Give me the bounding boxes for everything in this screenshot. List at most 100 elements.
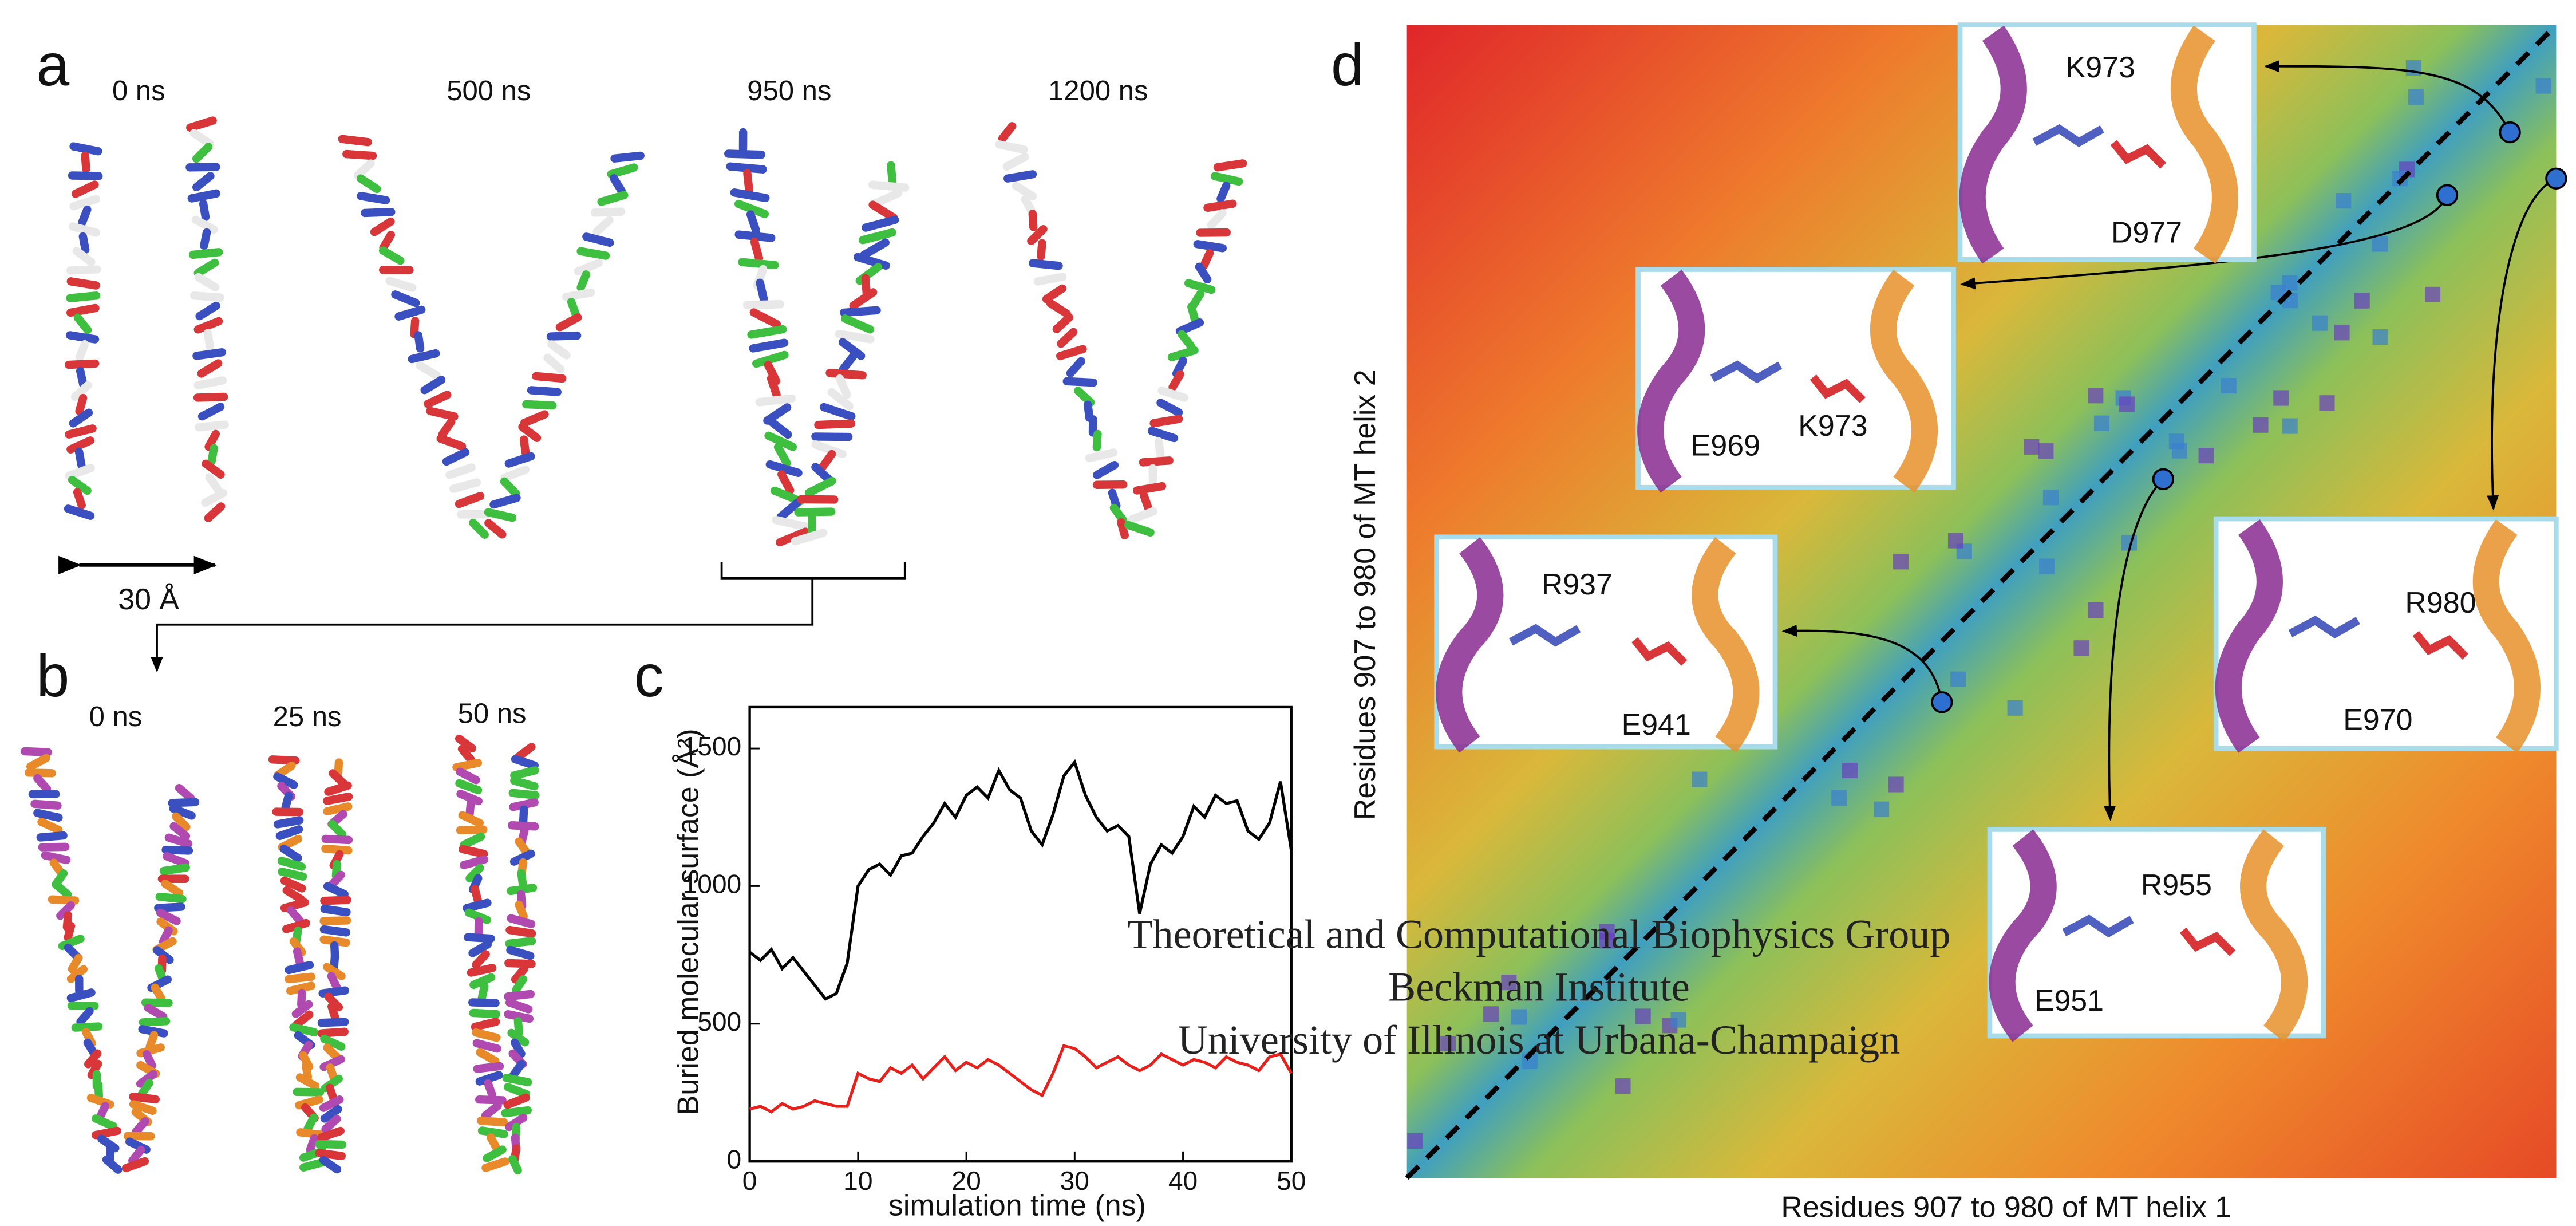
residue <box>78 232 90 254</box>
residue <box>356 174 381 194</box>
residue <box>515 901 528 921</box>
residue <box>853 253 890 270</box>
time-label: 500 ns <box>447 76 531 107</box>
residue <box>280 876 306 893</box>
residue <box>329 769 348 788</box>
residue <box>295 1073 320 1090</box>
residue <box>467 964 497 977</box>
residue <box>66 436 94 454</box>
residue <box>472 950 490 969</box>
residue <box>1178 330 1196 351</box>
x-tick-label: 0 <box>742 1166 757 1196</box>
residue <box>811 440 847 459</box>
residue <box>328 819 347 839</box>
residue <box>193 258 219 277</box>
contact-cell <box>2334 325 2350 341</box>
residue <box>518 423 542 442</box>
time-label: 25 ns <box>273 701 342 732</box>
residue <box>510 776 539 791</box>
residue <box>464 933 495 943</box>
residue <box>378 246 405 265</box>
residue <box>202 459 225 479</box>
residue <box>503 1093 530 1109</box>
residue <box>465 864 484 882</box>
residue <box>69 142 102 156</box>
residue <box>835 329 875 344</box>
residue <box>1062 377 1097 387</box>
plot-frame <box>748 705 1293 1163</box>
residue <box>1056 345 1087 360</box>
residue <box>436 434 467 451</box>
contact-cell <box>1501 975 1517 991</box>
residue <box>1012 182 1037 200</box>
residue <box>607 163 638 179</box>
residue <box>52 880 72 899</box>
residue <box>192 143 213 163</box>
contact-cell <box>2372 236 2388 252</box>
residue <box>92 1114 117 1130</box>
residue <box>334 758 343 778</box>
residue <box>1199 249 1214 270</box>
residue <box>293 1010 314 1029</box>
residue <box>71 180 99 198</box>
residue <box>65 464 95 480</box>
residue <box>1046 299 1071 318</box>
residue <box>426 407 459 421</box>
residue <box>408 349 440 364</box>
residue <box>68 475 92 495</box>
residue <box>71 1022 103 1032</box>
contact-cell <box>2408 89 2424 105</box>
residue <box>1216 182 1231 203</box>
residue <box>70 381 92 401</box>
residue <box>319 1095 344 1112</box>
residue <box>207 444 218 466</box>
residue <box>189 129 214 148</box>
residue <box>576 270 591 292</box>
residue <box>128 1145 145 1165</box>
residue <box>327 870 345 890</box>
residue <box>197 359 223 378</box>
residue <box>1083 400 1094 422</box>
residue <box>169 804 196 820</box>
residue <box>164 833 193 848</box>
residue <box>69 195 101 211</box>
residue <box>1213 159 1247 172</box>
residue <box>84 1049 102 1069</box>
residue <box>391 290 420 308</box>
contact-cell <box>1615 1078 1631 1094</box>
helix <box>2215 519 2283 753</box>
residue <box>438 417 456 439</box>
contact-cell <box>2221 378 2237 394</box>
residue <box>416 361 441 380</box>
residue <box>463 898 492 913</box>
residue <box>197 403 225 421</box>
residue-label: R955 <box>2141 869 2212 902</box>
y-axis-label: Buried molecular surface (Å²) <box>671 728 705 1115</box>
residue <box>30 799 62 810</box>
side-chain <box>2032 124 2104 147</box>
x-axis-label: Residues 907 to 980 of MT helix 1 <box>1781 1191 2231 1224</box>
residue <box>293 1087 325 1097</box>
residue <box>816 450 836 474</box>
residue <box>776 498 802 521</box>
residue <box>139 1017 171 1027</box>
residue <box>858 228 896 245</box>
residue <box>195 420 229 432</box>
residue <box>321 844 353 855</box>
helix <box>2472 519 2541 753</box>
residue <box>472 1028 501 1042</box>
residue <box>1003 170 1037 183</box>
residue <box>1210 172 1243 186</box>
residue <box>190 291 225 302</box>
residue <box>323 1043 342 1062</box>
residue <box>319 935 350 947</box>
residue <box>321 834 353 845</box>
residue <box>489 494 521 509</box>
residue <box>327 1002 339 1022</box>
x-tick-label: 30 <box>1060 1166 1089 1196</box>
residue <box>1092 480 1128 489</box>
residue <box>445 463 476 479</box>
residue <box>317 1018 349 1027</box>
residue <box>506 884 538 896</box>
helix <box>2240 829 2308 1042</box>
